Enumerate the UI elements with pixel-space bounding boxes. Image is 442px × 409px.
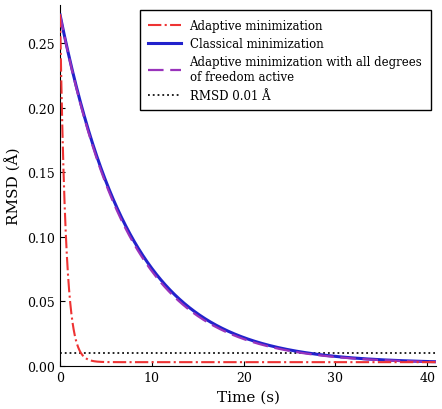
Y-axis label: RMSD (Å): RMSD (Å) — [6, 147, 22, 225]
X-axis label: Time (s): Time (s) — [217, 389, 280, 403]
Legend: Adaptive minimization, Classical minimization, Adaptive minimization with all de: Adaptive minimization, Classical minimiz… — [140, 11, 431, 111]
